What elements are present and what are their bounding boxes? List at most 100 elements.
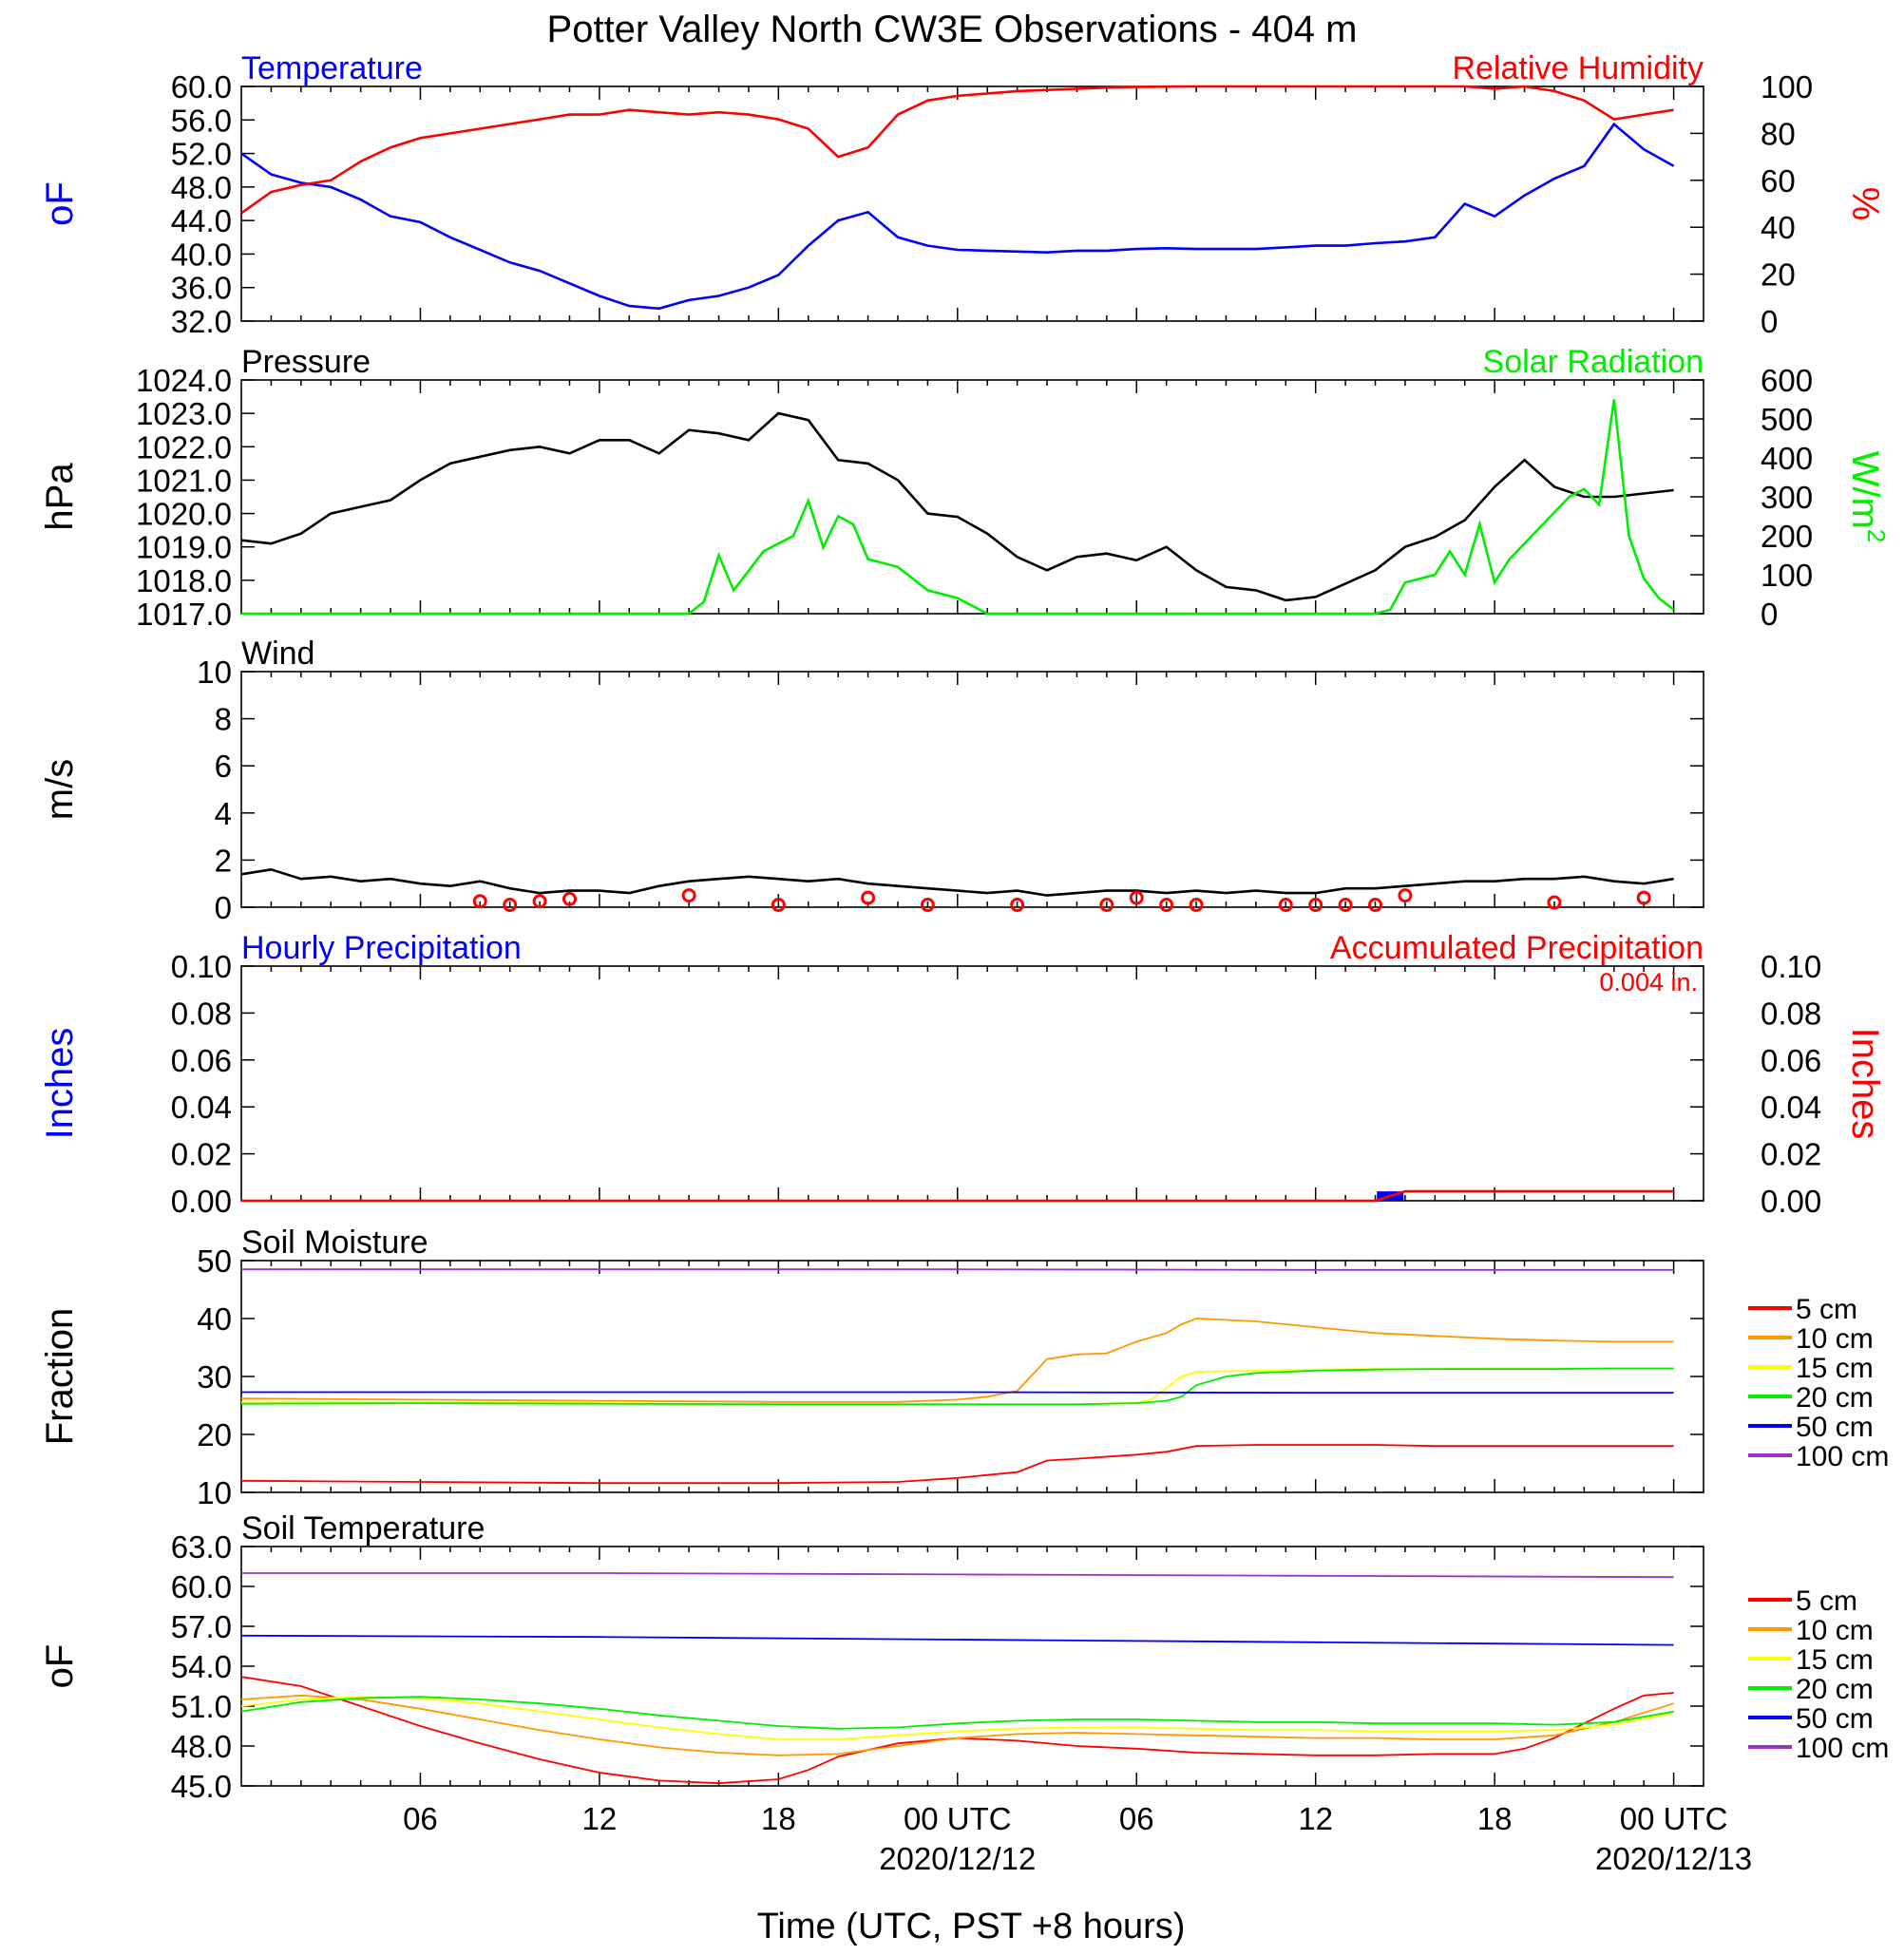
panel-label-left: Soil Temperature (241, 1510, 485, 1547)
wind-calm-marker (503, 898, 518, 913)
panel-label-right: Solar Radiation (1483, 344, 1704, 380)
panel-frame (240, 1260, 1704, 1493)
legend-label: 50 cm (1796, 1703, 1874, 1735)
legend-label: 5 cm (1796, 1585, 1857, 1617)
wind-calm-marker (472, 894, 487, 909)
series-soil-temp-5 (241, 1572, 1674, 1579)
legend-label: 15 cm (1796, 1644, 1874, 1676)
panel-frame (240, 965, 1704, 1202)
wind-calm-marker (1010, 898, 1025, 913)
legend-label: 5 cm (1796, 1294, 1857, 1325)
panel-frame (240, 671, 1704, 908)
y-tick-label: 10 (197, 655, 232, 690)
y-axis-unit-left: m/s (39, 759, 81, 820)
y-tick-label: 60.0 (171, 1569, 232, 1604)
panel-frame (240, 85, 1704, 322)
y-tick-label: 45.0 (171, 1769, 232, 1804)
y-tick-label: 4 (215, 796, 232, 831)
panel-soil-temp: 63.0 60.0 57.0 54.0 51.0 48.0 45.0 Soil Tempera… (39, 1510, 1889, 1804)
y-tick-label: 60.0 (171, 69, 232, 104)
wind-calm-marker (532, 894, 547, 909)
series-soil-temp-3 (240, 1696, 1674, 1730)
y-tick-label: 1020.0 (136, 497, 232, 532)
y-tick-label: 0.02 (171, 1137, 232, 1172)
panel-label-left: Temperature (241, 50, 423, 86)
y-tick-label: 2 (215, 843, 232, 878)
series-pres-solar-1 (241, 399, 1675, 616)
y-right-tick-label: 0 (1761, 597, 1778, 632)
y-tick-label: 0.06 (171, 1043, 232, 1078)
y-tick-label: 48.0 (171, 1729, 232, 1764)
x-tick-label: 00 UTC (904, 1801, 1012, 1836)
wind-calm-marker (1159, 898, 1174, 913)
y-right-tick-label: 0.10 (1761, 949, 1821, 984)
legend-label: 10 cm (1796, 1323, 1874, 1355)
x-tick-label: 18 (1477, 1801, 1513, 1836)
series-soil-temp-1 (240, 1694, 1674, 1756)
y-right-tick-label: 200 (1761, 519, 1813, 554)
y-axis-unit-right: W/m2 (1844, 451, 1891, 543)
y-tick-label: 63.0 (171, 1529, 232, 1565)
y-tick-label: 52.0 (171, 137, 232, 172)
panel-precip: 0.10 0.08 0.06 0.04 0.02 0.00 0.10 0.08 0.06 0.04… (39, 930, 1886, 1219)
x-tick-label: 06 (1119, 1801, 1154, 1836)
series-soil-temp-0 (240, 1676, 1674, 1785)
wind-calm-marker (1278, 898, 1293, 913)
precip-total-annotation: 0.004 in. (1599, 968, 1698, 996)
series-soil-moisture-1 (240, 1318, 1674, 1403)
x-date-label: 2020/12/13 (1595, 1841, 1752, 1876)
y-right-tick-label: 0 (1761, 304, 1778, 339)
y-tick-label: 56.0 (171, 103, 232, 138)
panel-label-right: Accumulated Precipitation (1330, 930, 1704, 966)
wind-calm-marker (1547, 895, 1562, 910)
y-tick-label: 30 (197, 1359, 232, 1395)
x-axis: 06 12 18 00 UTC 2020/12/12 06 12 18 00 UTC 2020/1… (403, 1801, 1752, 1876)
x-tick-marks (270, 1547, 1675, 1786)
y-tick-label: 1018.0 (136, 563, 232, 598)
y-right-tick-label: 60 (1761, 163, 1796, 199)
y-right-tick-label: 40 (1761, 210, 1796, 245)
y-tick-label: 54.0 (171, 1649, 232, 1684)
series-soil-temp-4 (240, 1634, 1674, 1646)
series-soil-moisture-3 (240, 1367, 1674, 1406)
series-temp-rh-0 (240, 122, 1675, 311)
y-tick-label: 0.00 (171, 1184, 232, 1219)
series-soil-moisture-5 (241, 1268, 1674, 1271)
x-tick-marks (270, 1261, 1675, 1492)
y-right-tick-label: 0.04 (1761, 1090, 1821, 1125)
y-right-tick-label: 100 (1761, 558, 1813, 593)
y-tick-label: 32.0 (171, 304, 232, 339)
y-axis-unit-left: oF (39, 1644, 81, 1689)
y-axis-unit-right: % (1844, 187, 1886, 221)
x-tick-marks (270, 86, 1675, 321)
panel-label-left: Pressure (241, 344, 371, 380)
x-tick-label: 00 UTC (1620, 1801, 1728, 1836)
y-right-tick-label: 80 (1761, 116, 1796, 151)
wind-calm-marker (920, 898, 935, 913)
y-tick-label: 48.0 (171, 170, 232, 205)
wind-calm-marker (562, 891, 577, 906)
panel-pres-solar: 1024.01023.01022.01021.01020.01019.01018… (39, 344, 1891, 632)
series-soil-temp-2 (240, 1696, 1674, 1740)
panel-temp-rh: 60.056.052.048.044.040.036.032.0 100 80 60 4… (39, 50, 1886, 339)
series-pres-solar-0 (240, 411, 1674, 602)
y-tick-label: 1019.0 (136, 530, 232, 565)
y-tick-label: 10 (197, 1475, 232, 1510)
y-right-tick-label: 0.06 (1761, 1043, 1821, 1078)
chart-title: Potter Valley North CW3E Observations - … (547, 9, 1358, 50)
legend-label: 15 cm (1796, 1353, 1874, 1384)
wind-calm-marker (1189, 898, 1204, 913)
legend-label: 20 cm (1796, 1382, 1874, 1414)
y-right-tick-label: 0.00 (1761, 1184, 1821, 1219)
y-tick-label: 1022.0 (136, 429, 232, 465)
y-tick-label: 1023.0 (136, 396, 232, 431)
y-right-tick-label: 100 (1761, 69, 1813, 104)
wind-calm-marker (1636, 890, 1651, 905)
wind-calm-marker (1398, 888, 1413, 903)
x-tick-marks (270, 966, 1675, 1201)
x-axis-label: Time (UTC, PST +8 hours) (757, 1907, 1186, 1946)
legend-label: 100 cm (1796, 1441, 1889, 1472)
